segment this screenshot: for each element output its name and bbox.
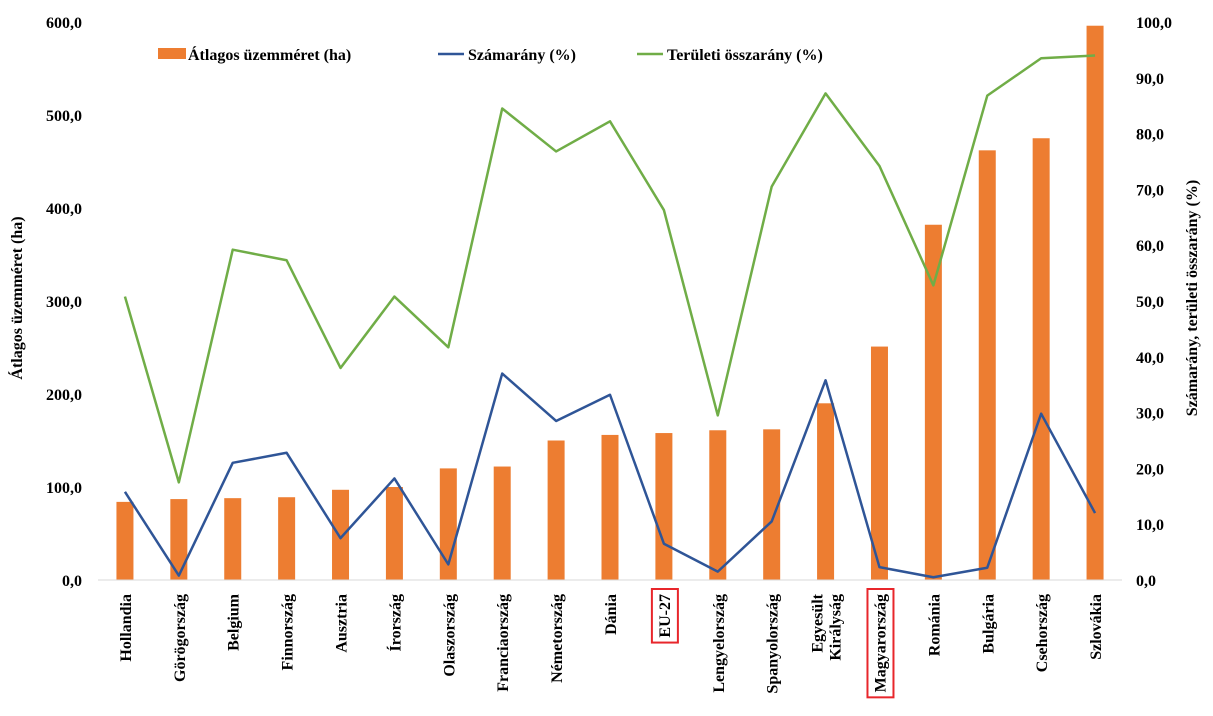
y-right-tick-label: 0,0 <box>1136 573 1156 590</box>
category-label: Olaszország <box>441 594 458 677</box>
y-axis-left-title: Átlagos üzemméret (ha) <box>7 216 26 379</box>
bar <box>924 224 942 581</box>
category-label-text: Görögország <box>172 594 189 682</box>
category-label-text: Bulgária <box>980 594 997 654</box>
y-right-tick-label: 90,0 <box>1136 71 1164 88</box>
category-label-text: Csehország <box>1034 594 1051 672</box>
bar <box>1086 25 1104 581</box>
category-label-text: Franciaország <box>495 594 512 692</box>
category-label: Németország <box>549 594 566 683</box>
category-label: Lengyelország <box>711 594 728 693</box>
bar <box>332 489 350 580</box>
y-right-tick-label: 10,0 <box>1136 517 1164 534</box>
category-label: Bulgária <box>980 594 997 654</box>
bar <box>870 346 888 580</box>
category-label-text: Belgium <box>226 593 243 651</box>
y-right-tick-label: 40,0 <box>1136 350 1164 367</box>
category-label: EU-27 <box>650 588 679 644</box>
category-label: Szlovákia <box>1088 594 1105 660</box>
y-left-tick-label: 200,0 <box>46 387 82 404</box>
bar <box>547 440 565 580</box>
category-label-text: Írország <box>385 594 404 651</box>
category-label-text: Finnország <box>280 594 297 670</box>
bar <box>224 498 242 580</box>
bar-series <box>116 25 1104 581</box>
y-right-tick-label: 80,0 <box>1136 127 1164 144</box>
category-label: Egyesült Királyság <box>810 593 845 660</box>
bar <box>116 501 134 580</box>
bar <box>1032 138 1050 580</box>
bar <box>817 403 835 580</box>
bar <box>385 487 403 580</box>
category-label-text: Szlovákia <box>1088 594 1105 660</box>
line-szamarany <box>123 372 1097 579</box>
y-left-tick-label: 300,0 <box>46 294 82 311</box>
category-label-text: Dánia <box>603 594 620 635</box>
legend-label: Területi összarány (%) <box>667 47 823 64</box>
category-label: Ausztria <box>334 594 351 653</box>
legend-swatch <box>158 48 186 59</box>
legend-label: Számarány (%) <box>468 47 576 64</box>
y-left-tick-label: 100,0 <box>46 480 82 497</box>
category-label-text: EU-27 <box>657 594 674 638</box>
category-label: Belgium <box>226 593 243 651</box>
bar <box>601 434 619 580</box>
y-right-tick-label: 70,0 <box>1136 182 1164 199</box>
category-labels: Hollandia Görögország Belgium Finnország Aus… <box>118 588 1105 699</box>
axes: 0,0 100,0 200,0 300,0 400,0 500,0 600,0 0,0 10,0… <box>46 15 1172 590</box>
category-label: Franciaország <box>495 594 512 692</box>
y-left-tick-label: 500,0 <box>46 108 82 125</box>
category-label-text: Királyság <box>828 594 845 661</box>
bar <box>978 150 996 580</box>
y-right-tick-label: 50,0 <box>1136 294 1164 311</box>
y-right-tick-label: 30,0 <box>1136 406 1164 423</box>
category-label-text: Románia <box>926 594 943 656</box>
category-label-text: Németország <box>549 594 566 683</box>
bar <box>170 499 188 580</box>
bar <box>655 433 673 580</box>
category-label: Csehország <box>1034 594 1051 672</box>
y-right-tick-label: 100,0 <box>1136 15 1172 32</box>
category-label: Írország <box>385 594 404 651</box>
category-label: Hollandia <box>118 594 135 662</box>
highlight-box <box>650 588 679 644</box>
y-right-tick-label: 20,0 <box>1136 461 1164 478</box>
legend-label: Átlagos üzemméret (ha) <box>188 45 351 64</box>
category-label: Magyarország <box>866 588 895 699</box>
category-label: Spanyolország <box>765 594 782 694</box>
category-label-text: Lengyelország <box>711 594 728 693</box>
highlight-box <box>866 588 895 699</box>
category-label-text: Olaszország <box>441 594 458 677</box>
category-label-text: Ausztria <box>334 594 351 653</box>
bar <box>763 429 781 580</box>
bar <box>278 497 296 580</box>
legend: Átlagos üzemméret (ha) Számarány (%) Terül… <box>158 45 823 64</box>
category-label: Finnország <box>280 594 297 670</box>
category-label-text: Egyesült <box>810 593 827 652</box>
bar <box>709 430 727 580</box>
bar <box>493 466 511 580</box>
y-axis-right-title: Számarány, területi összarány (%) <box>1184 180 1201 416</box>
category-label-text: Hollandia <box>118 594 135 662</box>
category-label-text: Spanyolország <box>765 594 782 694</box>
category-label-text: Magyarország <box>872 594 889 692</box>
y-left-tick-label: 600,0 <box>46 15 82 32</box>
category-label: Görögország <box>172 594 189 682</box>
y-left-tick-label: 400,0 <box>46 201 82 218</box>
y-left-tick-label: 0,0 <box>62 573 82 590</box>
line-teruleti-osszarany <box>123 54 1096 484</box>
line-series <box>123 54 1097 579</box>
y-right-tick-label: 60,0 <box>1136 238 1164 255</box>
category-label: Dánia <box>603 594 620 635</box>
category-label: Románia <box>926 594 943 656</box>
